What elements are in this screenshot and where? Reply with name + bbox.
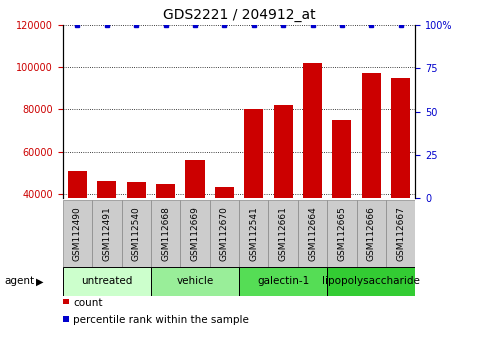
- Text: GSM112491: GSM112491: [102, 206, 112, 261]
- Bar: [92, 200, 122, 267]
- Text: GSM112669: GSM112669: [190, 206, 199, 261]
- Bar: [356, 200, 386, 267]
- Bar: [151, 267, 239, 296]
- Bar: [239, 200, 269, 267]
- Text: GSM112661: GSM112661: [279, 206, 288, 261]
- Bar: [298, 200, 327, 267]
- Text: GSM112490: GSM112490: [73, 206, 82, 261]
- Bar: [215, 187, 234, 198]
- Text: percentile rank within the sample: percentile rank within the sample: [73, 315, 249, 325]
- Bar: [303, 63, 322, 198]
- Bar: [332, 120, 352, 198]
- Text: GSM112670: GSM112670: [220, 206, 229, 261]
- Bar: [156, 184, 175, 198]
- Text: GSM112667: GSM112667: [396, 206, 405, 261]
- Text: GSM112540: GSM112540: [132, 206, 141, 261]
- Title: GDS2221 / 204912_at: GDS2221 / 204912_at: [163, 8, 315, 22]
- Bar: [151, 200, 180, 267]
- Bar: [127, 182, 146, 198]
- Bar: [63, 200, 92, 267]
- Text: GSM112665: GSM112665: [338, 206, 346, 261]
- Bar: [327, 200, 356, 267]
- Bar: [122, 200, 151, 267]
- Bar: [269, 200, 298, 267]
- Bar: [63, 267, 151, 296]
- Text: ▶: ▶: [36, 276, 44, 286]
- Text: GSM112664: GSM112664: [308, 206, 317, 261]
- Bar: [327, 267, 415, 296]
- Bar: [97, 181, 116, 198]
- Text: galectin-1: galectin-1: [257, 276, 309, 286]
- Text: untreated: untreated: [81, 276, 132, 286]
- Bar: [180, 200, 210, 267]
- Text: GSM112541: GSM112541: [249, 206, 258, 261]
- Text: GSM112668: GSM112668: [161, 206, 170, 261]
- Text: agent: agent: [5, 276, 35, 286]
- Text: vehicle: vehicle: [176, 276, 213, 286]
- Bar: [244, 109, 263, 198]
- Text: lipopolysaccharide: lipopolysaccharide: [322, 276, 420, 286]
- Bar: [185, 160, 205, 198]
- Bar: [239, 267, 327, 296]
- Bar: [68, 171, 87, 198]
- Bar: [210, 200, 239, 267]
- Text: count: count: [73, 298, 103, 308]
- Text: GSM112666: GSM112666: [367, 206, 376, 261]
- Bar: [362, 73, 381, 198]
- Bar: [386, 200, 415, 267]
- Bar: [273, 105, 293, 198]
- Bar: [391, 78, 410, 198]
